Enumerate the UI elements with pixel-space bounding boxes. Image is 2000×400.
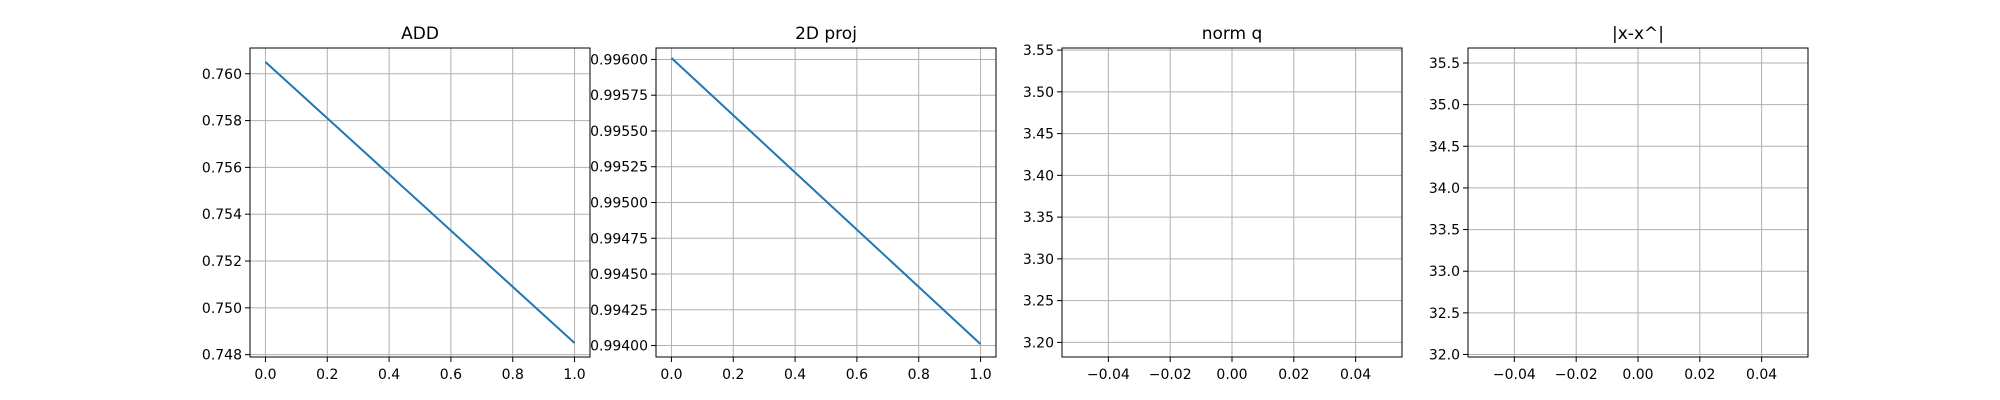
y-tick-label: 0.754 bbox=[202, 207, 242, 223]
x-tick-label: 0.4 bbox=[378, 367, 400, 383]
x-tick-label: 0.04 bbox=[1746, 367, 1777, 383]
series-line bbox=[264, 61, 576, 344]
y-tick-label: 0.758 bbox=[202, 114, 242, 130]
y-tick-label: 0.99425 bbox=[590, 303, 648, 319]
x-tick-label: 0.4 bbox=[784, 367, 806, 383]
x-tick-label: 0.00 bbox=[1622, 367, 1653, 383]
y-tick-label: 0.750 bbox=[202, 301, 242, 317]
x-tick-label: 0.8 bbox=[908, 367, 930, 383]
y-tick-label: 3.55 bbox=[1023, 43, 1054, 59]
x-tick-label: 0.00 bbox=[1216, 367, 1247, 383]
x-tick-label: 0.6 bbox=[846, 367, 868, 383]
axes-frame bbox=[1061, 47, 1403, 358]
x-tick-label: 0.0 bbox=[254, 367, 276, 383]
subplot-1: 0.0 0.2 0.4 0.6 0.8 1.0 0.748 0.750 0.752 0.754 0.… bbox=[202, 24, 591, 383]
y-tick-label: 0.748 bbox=[202, 348, 242, 364]
y-tick-label: 0.752 bbox=[202, 254, 242, 270]
x-tick-label: −0.04 bbox=[1087, 367, 1130, 383]
x-tick-label: 0.04 bbox=[1340, 367, 1371, 383]
y-tick-label: 0.99600 bbox=[590, 52, 648, 68]
y-tick-label: 3.50 bbox=[1023, 85, 1054, 101]
x-tick-label: 0.6 bbox=[440, 367, 462, 383]
x-tick-label: 0.02 bbox=[1684, 367, 1715, 383]
x-tick-label: −0.04 bbox=[1493, 367, 1536, 383]
y-tick-label: 3.45 bbox=[1023, 127, 1054, 143]
y-tick-label: 0.756 bbox=[202, 160, 242, 176]
x-tick-label: 0.2 bbox=[316, 367, 338, 383]
chart-title: ADD bbox=[401, 24, 439, 44]
y-tick-label: 3.30 bbox=[1023, 252, 1054, 268]
chart-title: norm q bbox=[1202, 24, 1263, 44]
y-tick-label: 34.5 bbox=[1429, 139, 1460, 155]
x-tick-label: −0.02 bbox=[1149, 367, 1192, 383]
y-tick-label: 0.99475 bbox=[590, 231, 648, 247]
y-tick-label: 0.760 bbox=[202, 67, 242, 83]
y-tick-label: 0.99400 bbox=[590, 339, 648, 355]
x-tick-label: 0.2 bbox=[722, 367, 744, 383]
y-tick-label: 32.5 bbox=[1429, 306, 1460, 322]
y-tick-label: 35.5 bbox=[1429, 56, 1460, 72]
x-tick-label: 1.0 bbox=[563, 367, 585, 383]
y-tick-label: 32.0 bbox=[1429, 348, 1460, 364]
y-tick-label: 0.99550 bbox=[590, 124, 648, 140]
y-tick-label: 33.5 bbox=[1429, 223, 1460, 239]
series-line bbox=[670, 57, 982, 345]
y-tick-label: 3.40 bbox=[1023, 168, 1054, 184]
subplot-3: −0.04 −0.02 0.00 0.02 0.04 3.20 3.25 3.30 3.35 3.… bbox=[1023, 24, 1403, 383]
axes-frame bbox=[655, 47, 997, 358]
y-tick-label: 33.0 bbox=[1429, 264, 1460, 280]
axes-frame bbox=[1467, 47, 1809, 358]
y-tick-label: 0.99575 bbox=[590, 88, 648, 104]
y-tick-label: 3.35 bbox=[1023, 210, 1054, 226]
chart-title: |x-x^| bbox=[1612, 24, 1664, 44]
axes-frame bbox=[249, 47, 591, 358]
x-tick-label: 0.8 bbox=[502, 367, 524, 383]
y-tick-label: 3.20 bbox=[1023, 335, 1054, 351]
x-tick-label: 1.0 bbox=[969, 367, 991, 383]
subplot-4: −0.04 −0.02 0.00 0.02 0.04 32.0 32.5 33.0 33.5 34… bbox=[1429, 24, 1809, 383]
y-tick-label: 0.99500 bbox=[590, 196, 648, 212]
y-tick-label: 0.99525 bbox=[590, 160, 648, 176]
x-tick-label: 0.0 bbox=[660, 367, 682, 383]
x-tick-label: 0.02 bbox=[1278, 367, 1309, 383]
y-tick-label: 3.25 bbox=[1023, 294, 1054, 310]
y-tick-label: 34.0 bbox=[1429, 181, 1460, 197]
x-tick-label: −0.02 bbox=[1555, 367, 1598, 383]
y-tick-label: 0.99450 bbox=[590, 267, 648, 283]
subplot-2: 0.0 0.2 0.4 0.6 0.8 1.0 0.99400 0.99425 0.99450 0… bbox=[590, 24, 997, 383]
chart-title: 2D proj bbox=[795, 24, 857, 44]
y-tick-label: 35.0 bbox=[1429, 98, 1460, 114]
